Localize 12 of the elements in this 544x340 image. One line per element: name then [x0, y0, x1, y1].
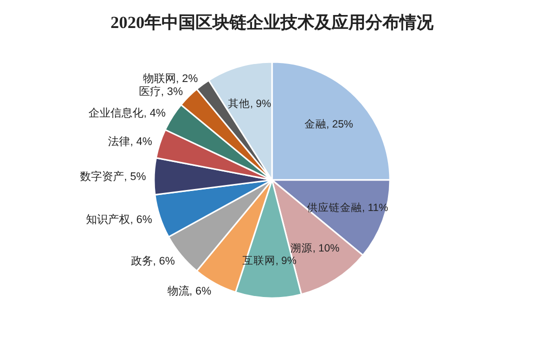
slice-label: 法律, 4%	[108, 135, 152, 148]
slice-label: 物流, 6%	[167, 284, 212, 298]
slice-label: 溯源, 10%	[290, 242, 340, 255]
slice-label: 知识产权, 6%	[86, 212, 152, 226]
slice-label: 数字资产, 5%	[80, 170, 146, 184]
chart-title: 2020年中国区块链企业技术及应用分布情况	[110, 13, 434, 32]
slice-label: 企业信息化, 4%	[88, 106, 166, 120]
slice-label: 政务, 6%	[130, 255, 176, 268]
slice-label: 医疗, 3%	[138, 84, 184, 98]
slice-label: 金融, 25%	[304, 118, 354, 130]
slice-label: 其他, 9%	[228, 96, 272, 110]
slice-label: 物联网, 2%	[142, 73, 198, 86]
